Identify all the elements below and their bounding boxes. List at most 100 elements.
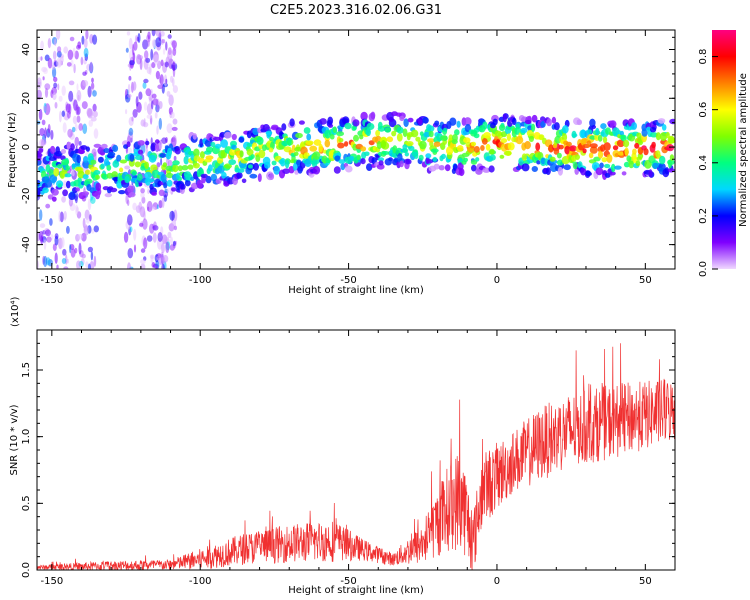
spectrogram-cell	[52, 92, 57, 100]
spectrogram-cell	[255, 154, 261, 163]
spectrogram-cell	[294, 146, 303, 152]
spectrogram-cell	[173, 155, 177, 161]
spectrogram-cell	[61, 158, 70, 166]
spectrogram-cell	[166, 90, 171, 97]
spectrogram-cell	[151, 191, 158, 196]
y-tick-label: -20	[21, 188, 32, 204]
spectrogram-cell	[585, 170, 591, 177]
spectrogram-cell	[103, 158, 110, 167]
spectrogram-cell	[284, 159, 290, 169]
spectrogram-cell	[349, 155, 355, 162]
spectrogram-cell	[88, 119, 94, 127]
spectrogram-cell	[74, 247, 78, 254]
spectrogram-cell	[106, 164, 112, 171]
spectrogram-cell	[554, 122, 560, 131]
spectrogram-cell	[128, 75, 132, 81]
spectrogram-cell	[173, 209, 178, 222]
spectrogram-cell	[155, 30, 162, 37]
spectrogram-cell	[161, 197, 165, 209]
spectrogram-cell	[84, 209, 90, 221]
spectrogram-cell	[68, 192, 76, 200]
spectrogram-cell	[454, 129, 460, 136]
spectrogram-cell	[407, 117, 414, 123]
spectrogram-cell	[224, 131, 232, 139]
spectrogram-cell	[142, 122, 149, 128]
spectrogram-cell	[192, 133, 197, 140]
spectrogram-cell	[306, 133, 312, 141]
spectrogram-cell	[172, 118, 178, 125]
spectrogram-cell	[76, 154, 81, 164]
spectrogram-cell	[391, 130, 397, 137]
spectrogram-cell	[172, 135, 177, 146]
spectrogram-cell	[160, 157, 163, 166]
snr-y-scale-label: (x10⁴)	[10, 296, 21, 327]
spectrogram-cell	[250, 154, 255, 159]
spectrogram-cell	[70, 248, 76, 258]
spectrogram-cell	[452, 134, 458, 142]
spectrogram-cell	[377, 157, 385, 162]
colorbar-ticks: 0.0 0.2 0.4 0.6 0.8	[698, 49, 718, 277]
spectrogram-cell	[91, 77, 94, 83]
spectrogram-cell	[156, 255, 161, 261]
spectrogram-cell	[546, 118, 552, 127]
spectrogram-cell	[127, 214, 133, 226]
spectrogram-cell	[556, 152, 562, 159]
spectrogram-cell	[128, 127, 134, 136]
spectrogram-cell	[132, 81, 137, 91]
spectrogram-cell	[422, 117, 429, 124]
spectrogram-cell	[85, 30, 89, 40]
spectrogram-cell	[83, 225, 90, 236]
spectrogram-cell	[524, 119, 532, 125]
spectrogram-cell	[482, 121, 488, 130]
spectrogram-cell	[600, 123, 607, 130]
spectrogram-cell	[66, 225, 70, 234]
spectrogram-cell	[170, 75, 174, 83]
spectrogram-cell	[364, 151, 370, 157]
spectrogram-cell	[158, 140, 163, 150]
spectrogram-cell	[187, 164, 194, 170]
spectrogram-cell	[609, 171, 616, 176]
spectrogram-cell	[378, 160, 384, 166]
spectrogram-cell	[74, 136, 80, 147]
spectrogram-cell	[40, 56, 43, 61]
spectrogram-cell	[37, 152, 43, 158]
colorbar-tick-label: 0.8	[698, 49, 709, 65]
spectrogram-cell	[312, 151, 321, 160]
spectrogram-cell	[366, 163, 373, 172]
spectrogram-cell	[151, 30, 156, 37]
spectrogram-cell	[93, 255, 97, 267]
spectrogram-cell	[78, 123, 83, 131]
spectrogram-cell	[89, 61, 93, 73]
spectrogram-cell	[418, 154, 424, 161]
spectrogram-cell	[655, 150, 661, 158]
spectrogram-cell	[153, 54, 160, 65]
spectrogram-cell	[183, 155, 189, 165]
x-tick-label: 50	[639, 576, 652, 587]
spectrogram-cell	[213, 136, 221, 141]
spectrogram-cell	[162, 48, 166, 55]
spectrogram-cell	[569, 145, 577, 152]
spectrogram-cell	[164, 236, 170, 242]
spectrogram-cell	[521, 153, 527, 161]
spectrogram-cell	[70, 143, 75, 151]
spectrogram-cell	[338, 159, 346, 164]
x-tick-label: -150	[40, 576, 63, 587]
spectrogram-cell	[172, 61, 176, 72]
spectrogram-cell	[628, 160, 635, 169]
spectrogram-cell	[154, 112, 158, 119]
spectrogram-cell	[46, 236, 52, 243]
spectrogram-cell	[37, 89, 42, 100]
spectrogram-cell	[623, 161, 630, 168]
spectrogram-cell	[473, 133, 480, 139]
spectrogram-cell	[143, 101, 148, 111]
spectrogram-cell	[365, 128, 371, 137]
spectrogram-cell	[597, 150, 604, 159]
spectrogram-cell	[489, 148, 495, 155]
spectrogram-cell	[56, 264, 59, 269]
spectrogram-cell	[370, 111, 376, 120]
colorbar-tick-label: 0.2	[698, 208, 709, 224]
spectrogram-cell	[402, 128, 408, 137]
spectrogram-cell	[535, 142, 541, 151]
spectrogram-x-ticks: -150 -100 -50 0 50	[40, 30, 676, 286]
spectrogram-cell	[127, 185, 134, 194]
